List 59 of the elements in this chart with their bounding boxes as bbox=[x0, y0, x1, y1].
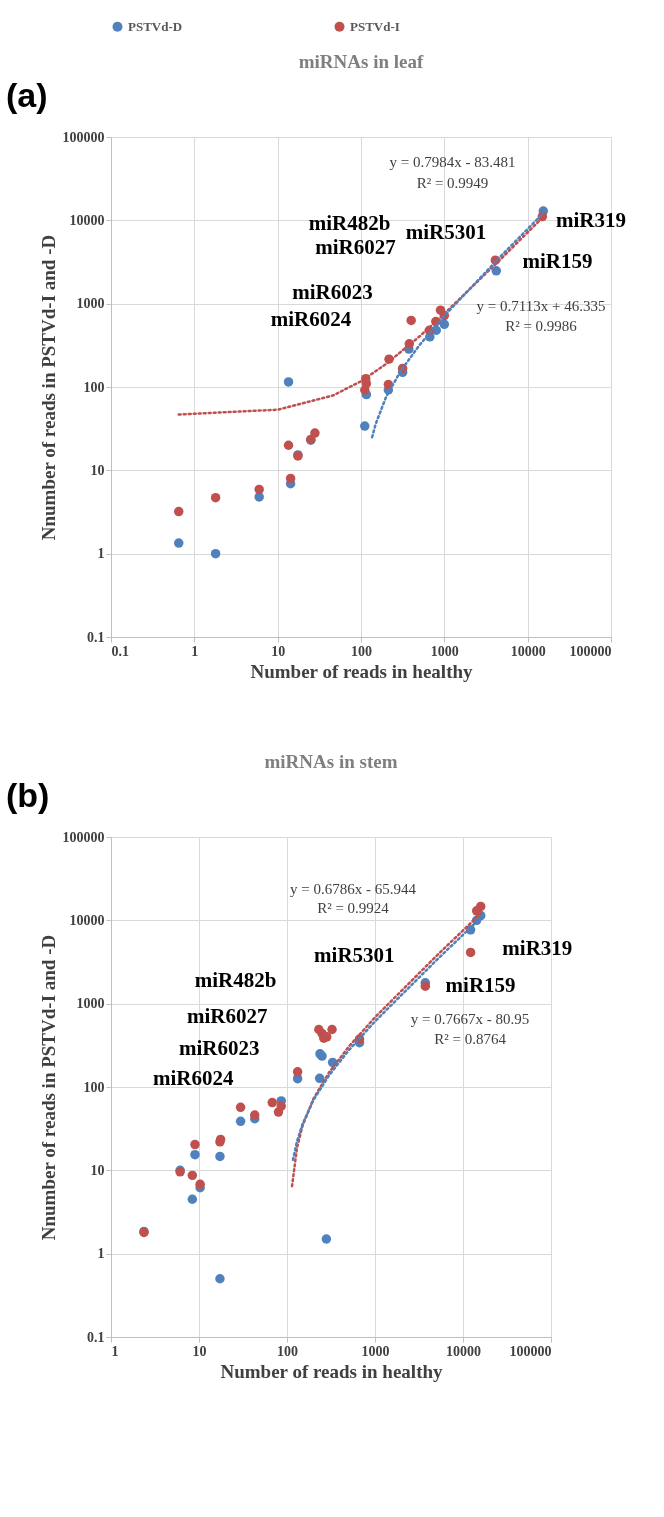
y-tick-label: 1 bbox=[97, 1246, 105, 1262]
annotation: R² = 0.9986 bbox=[505, 317, 578, 334]
text: (b) bbox=[6, 776, 50, 814]
annotation: miR6027 bbox=[186, 1003, 268, 1028]
annotation: miR159 bbox=[522, 249, 593, 273]
x-tick-label: 1 bbox=[191, 643, 199, 659]
x-tick-label: 100 bbox=[351, 643, 372, 659]
y-tick-label: 100 bbox=[83, 379, 105, 395]
y-tick-label: 10 bbox=[90, 1162, 105, 1178]
chart-title: miRNAs in stem bbox=[264, 751, 398, 772]
annotation: miR482b bbox=[194, 967, 277, 992]
annotation: R² = 0.9949 bbox=[416, 175, 489, 191]
annotation: miR319 bbox=[556, 207, 626, 232]
x-tick-label: 1000 bbox=[430, 643, 459, 659]
x-tick-label: 10 bbox=[271, 643, 286, 659]
y-axis-title: Nnumber of reads in PSTVd-I and -D bbox=[37, 234, 59, 541]
annotation: y = 0.7984x - 83.481 bbox=[389, 154, 516, 170]
x-tick-label: 100000 bbox=[509, 1343, 552, 1359]
annotation: miR5301 bbox=[405, 220, 487, 244]
x-tick-label: 1000 bbox=[361, 1343, 390, 1359]
y-tick-label: 100 bbox=[83, 1079, 105, 1095]
legend-label: PSTVd-D bbox=[128, 18, 183, 34]
x-axis-title: Number of reads in healthy bbox=[220, 1360, 444, 1382]
x-tick-label: 100 bbox=[277, 1343, 298, 1359]
annotation: miR482b bbox=[308, 210, 391, 235]
annotation: y = 0.6786x - 65.944 bbox=[290, 880, 417, 897]
annotation: miR6023 bbox=[178, 1035, 260, 1060]
x-tick-label: 100000 bbox=[569, 643, 612, 659]
y-tick-label: 10 bbox=[90, 462, 105, 478]
text: (a) bbox=[6, 76, 48, 114]
annotation: miR159 bbox=[445, 973, 516, 997]
annotation: miR6027 bbox=[315, 235, 396, 259]
x-tick-label: 10 bbox=[192, 1343, 207, 1359]
annotation: R² = 0.9924 bbox=[317, 900, 390, 916]
annotation: miR6024 bbox=[153, 1065, 235, 1090]
y-tick-label: 0.1 bbox=[87, 1329, 105, 1345]
y-tick-label: 10000 bbox=[69, 212, 105, 228]
annotation: y = 0.7667x - 80.95 bbox=[410, 1010, 530, 1027]
x-tick-label: 0.1 bbox=[111, 643, 129, 659]
annotation: miR5301 bbox=[314, 943, 395, 967]
x-tick-label: 10000 bbox=[446, 1343, 481, 1359]
y-tick-label: 1000 bbox=[76, 296, 105, 312]
annotation: y = 0.7113x + 46.335 bbox=[476, 297, 606, 314]
y-tick-label: 1000 bbox=[76, 996, 105, 1012]
annotation: miR6023 bbox=[292, 280, 373, 304]
x-tick-label: 10000 bbox=[510, 643, 546, 659]
x-tick-label: 1 bbox=[111, 1343, 119, 1359]
chart-title: miRNAs in leaf bbox=[298, 51, 424, 72]
annotation: R² = 0.8764 bbox=[434, 1030, 507, 1047]
y-tick-label: 0.1 bbox=[87, 629, 105, 645]
y-tick-label: 1 bbox=[97, 546, 105, 562]
y-tick-label: 10000 bbox=[69, 912, 105, 928]
x-axis-title: Number of reads in healthy bbox=[250, 660, 474, 682]
annotation: miR6024 bbox=[270, 306, 352, 331]
y-tick-label: 100000 bbox=[62, 129, 105, 145]
y-axis-title: Nnumber of reads in PSTVd-I and -D bbox=[37, 934, 59, 1241]
legend-label: PSTVd-I bbox=[350, 18, 400, 34]
y-tick-label: 100000 bbox=[62, 829, 105, 845]
annotation: miR319 bbox=[502, 935, 573, 960]
